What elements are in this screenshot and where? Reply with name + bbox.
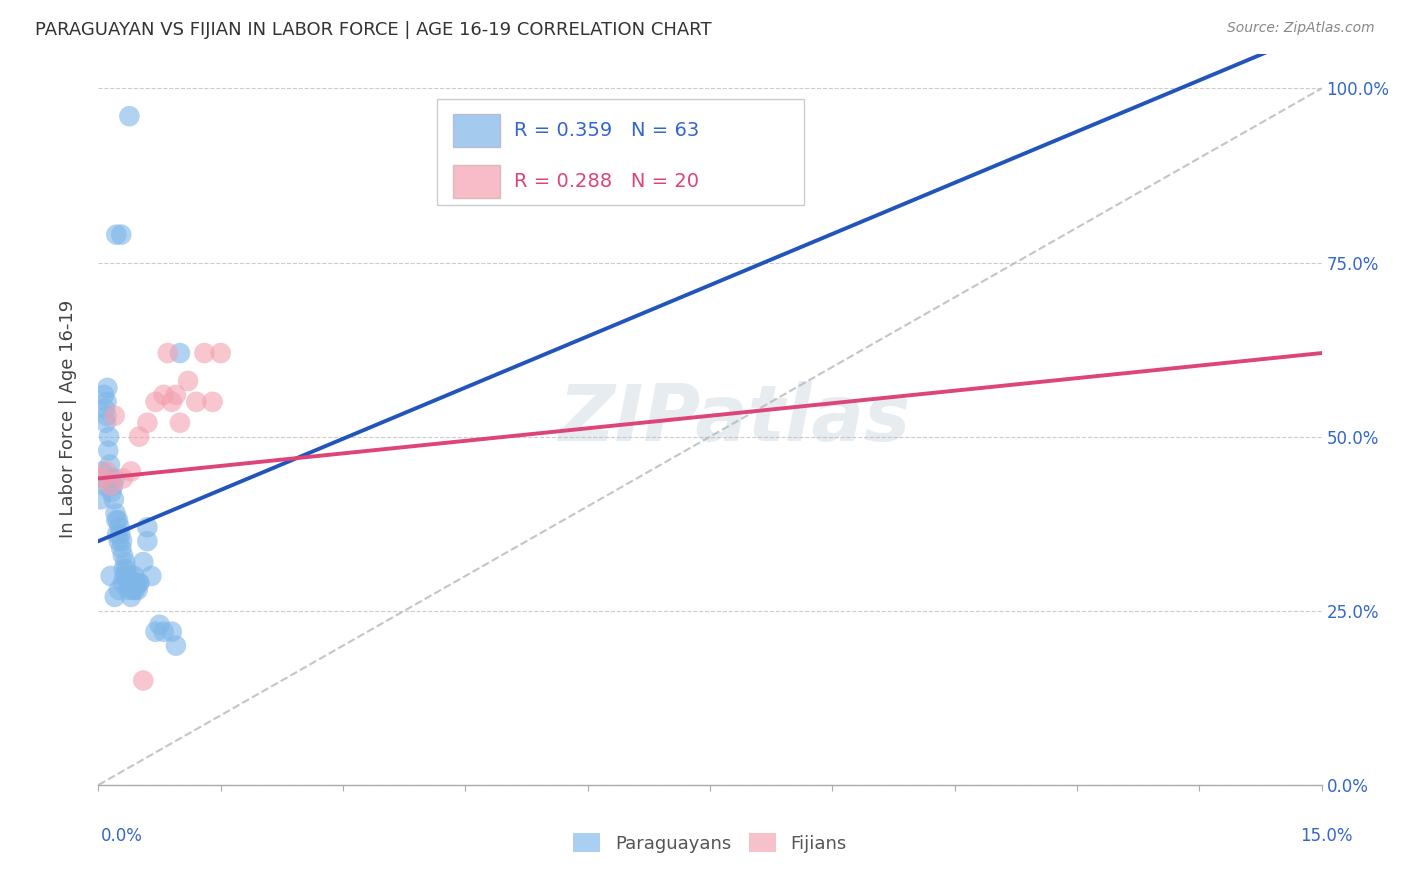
Point xyxy=(136,416,159,430)
Point xyxy=(98,430,121,444)
Point xyxy=(110,527,132,541)
Point xyxy=(107,513,129,527)
Point xyxy=(105,227,128,242)
Point xyxy=(136,534,159,549)
Point xyxy=(114,569,136,583)
Point xyxy=(91,471,114,485)
Text: PARAGUAYAN VS FIJIAN IN LABOR FORCE | AGE 16-19 CORRELATION CHART: PARAGUAYAN VS FIJIAN IN LABOR FORCE | AG… xyxy=(35,21,711,39)
Point xyxy=(90,492,112,507)
Point xyxy=(118,569,141,583)
Point xyxy=(160,394,183,409)
Point xyxy=(111,576,134,591)
Point xyxy=(117,582,139,597)
Point xyxy=(91,465,114,479)
Point xyxy=(120,576,142,591)
Point xyxy=(97,443,120,458)
Point xyxy=(128,576,150,591)
Point xyxy=(149,617,172,632)
Text: 0.0%: 0.0% xyxy=(101,827,143,845)
Point xyxy=(98,458,121,472)
Point xyxy=(111,534,134,549)
Point xyxy=(90,471,112,485)
Point xyxy=(96,465,118,479)
Point xyxy=(177,374,200,388)
Point xyxy=(169,346,191,360)
Point xyxy=(160,624,183,639)
Point xyxy=(115,562,138,576)
Point xyxy=(112,562,135,576)
Point xyxy=(108,534,131,549)
Point xyxy=(103,492,125,507)
Point xyxy=(193,346,215,360)
Point xyxy=(156,346,179,360)
Point xyxy=(201,394,224,409)
Point xyxy=(100,471,122,485)
Point xyxy=(152,388,174,402)
Point xyxy=(128,430,150,444)
Point xyxy=(104,471,127,485)
Legend: Paraguayans, Fijians: Paraguayans, Fijians xyxy=(567,826,853,860)
Point xyxy=(96,381,118,395)
Point xyxy=(111,548,134,562)
Point xyxy=(165,388,187,402)
Point xyxy=(124,582,146,597)
Text: 15.0%: 15.0% xyxy=(1301,827,1353,845)
Text: ZIPatlas: ZIPatlas xyxy=(558,381,911,458)
Text: R = 0.288   N = 20: R = 0.288 N = 20 xyxy=(515,172,699,191)
Point xyxy=(169,416,191,430)
Text: R = 0.359   N = 63: R = 0.359 N = 63 xyxy=(515,120,700,140)
Point xyxy=(209,346,232,360)
Point xyxy=(105,513,128,527)
Point xyxy=(108,520,131,534)
Point xyxy=(94,416,117,430)
Y-axis label: In Labor Force | Age 16-19: In Labor Force | Age 16-19 xyxy=(59,300,77,539)
Point xyxy=(141,569,163,583)
Text: Source: ZipAtlas.com: Source: ZipAtlas.com xyxy=(1227,21,1375,36)
FancyBboxPatch shape xyxy=(453,165,499,198)
Point xyxy=(114,555,136,569)
Point xyxy=(186,394,208,409)
Point xyxy=(100,478,122,492)
Point xyxy=(115,569,138,583)
Point xyxy=(96,409,118,423)
Point xyxy=(100,569,122,583)
Point xyxy=(145,394,167,409)
Point xyxy=(165,639,187,653)
FancyBboxPatch shape xyxy=(453,114,499,147)
Point xyxy=(127,582,149,597)
Point xyxy=(132,555,155,569)
Point xyxy=(100,485,122,500)
Point xyxy=(115,569,138,583)
Point xyxy=(108,582,131,597)
Point xyxy=(110,227,132,242)
Point xyxy=(111,471,134,485)
Point xyxy=(125,576,148,591)
Point xyxy=(128,576,150,591)
Point xyxy=(117,576,139,591)
Point xyxy=(105,527,128,541)
Point xyxy=(96,394,118,409)
Point xyxy=(132,673,155,688)
Point xyxy=(94,401,117,416)
Point xyxy=(93,388,115,402)
Point xyxy=(136,520,159,534)
Point xyxy=(91,478,114,492)
Point xyxy=(121,582,143,597)
Point xyxy=(124,569,146,583)
Point xyxy=(118,109,141,123)
Point xyxy=(104,409,127,423)
Point xyxy=(120,465,142,479)
Point xyxy=(104,590,127,604)
Point xyxy=(104,506,127,520)
Point xyxy=(152,624,174,639)
Point xyxy=(120,590,142,604)
FancyBboxPatch shape xyxy=(437,99,804,205)
Point xyxy=(101,478,124,492)
Point xyxy=(110,541,132,555)
Point xyxy=(145,624,167,639)
